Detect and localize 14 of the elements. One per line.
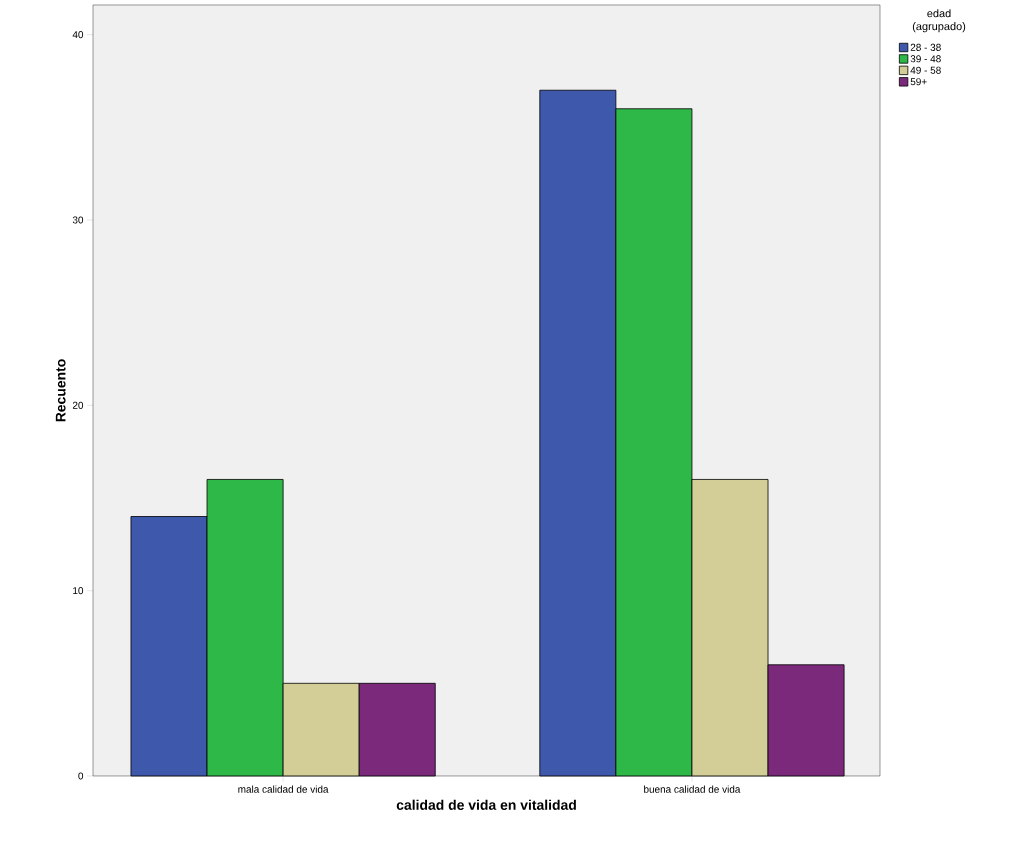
- y-axis-title: Recuento: [55, 359, 66, 422]
- legend-label: 49 - 58: [910, 66, 941, 74]
- legend-label: 39 - 48: [910, 55, 941, 63]
- y-tick-label: 10: [73, 587, 84, 595]
- legend-title: edad (agrupado): [912, 9, 966, 33]
- y-tick-label: 0: [78, 772, 84, 780]
- legend-label: 59+: [910, 78, 927, 86]
- legend-label: 28 - 38: [910, 43, 941, 51]
- y-tick-label: 40: [72, 31, 84, 39]
- y-tick-label: 20: [72, 401, 84, 409]
- y-tick-label: 30: [72, 216, 84, 224]
- x-tick-label: buena calidad de vida: [644, 785, 741, 793]
- x-tick-label: mala calidad de vida: [238, 785, 329, 793]
- x-axis-title: calidad de vida en vitalidad: [396, 799, 576, 810]
